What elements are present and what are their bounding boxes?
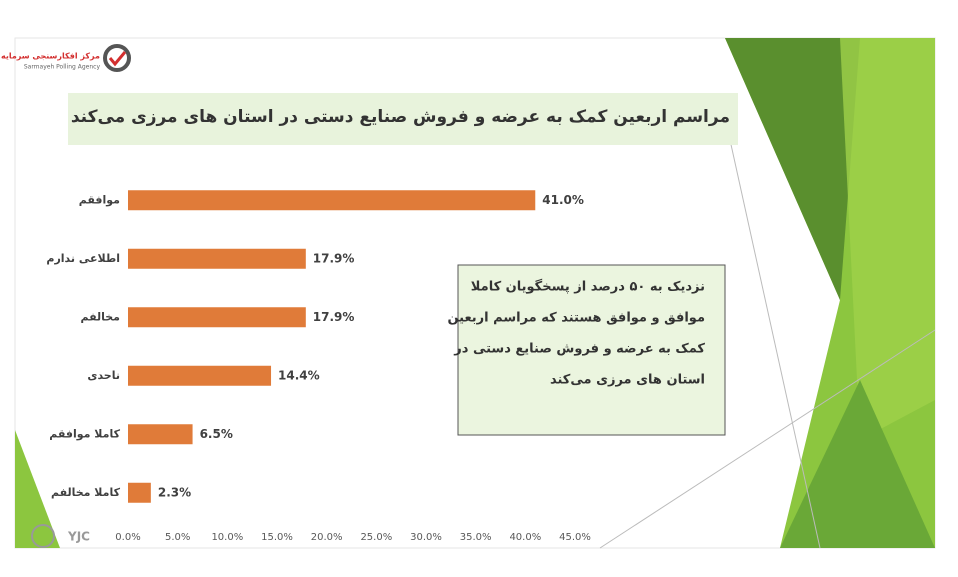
logo-icon bbox=[108, 51, 127, 67]
y-tick-label: مخالفم bbox=[80, 310, 120, 323]
annotation-text: نزدیک به ۵۰ درصد از پسخگویان کاملا bbox=[471, 279, 705, 295]
x-tick-label: 35.0% bbox=[460, 532, 492, 543]
value-label: 6.5% bbox=[200, 427, 233, 441]
x-tick-label: 30.0% bbox=[410, 532, 442, 543]
logo-name: مرکز افکارسنجی سرمایه bbox=[1, 52, 100, 61]
annotation-text: استان های مرزی می‌کند bbox=[550, 373, 705, 388]
value-label: 17.9% bbox=[313, 251, 355, 265]
value-label: 41.0% bbox=[542, 193, 584, 207]
annotation-box bbox=[457, 264, 726, 436]
x-tick-label: 5.0% bbox=[165, 532, 190, 543]
y-tick-label: موافقم bbox=[79, 193, 120, 206]
decoration bbox=[840, 38, 935, 440]
decoration bbox=[780, 380, 935, 548]
x-tick-label: 0.0% bbox=[115, 532, 140, 543]
watermark: YJC bbox=[67, 530, 90, 544]
value-label: 2.3% bbox=[158, 485, 191, 499]
watermark-icon bbox=[31, 524, 55, 548]
x-tick-label: 20.0% bbox=[311, 532, 343, 543]
decoration bbox=[15, 430, 60, 548]
value-label: 14.4% bbox=[278, 368, 320, 382]
decoration-line bbox=[729, 139, 821, 549]
y-tick-label: کاملا مخالفم bbox=[51, 486, 121, 499]
bar bbox=[128, 482, 151, 503]
y-tick-label: کاملا موافقم bbox=[49, 427, 120, 440]
bar bbox=[128, 248, 306, 269]
value-label: 17.9% bbox=[313, 310, 355, 324]
title-band bbox=[68, 93, 738, 145]
x-tick-label: 45.0% bbox=[559, 532, 591, 543]
annotation-text: کمک به عرضه و فروش صنایع دستی در bbox=[453, 342, 705, 357]
decoration bbox=[725, 38, 860, 300]
bar bbox=[128, 424, 193, 445]
x-tick-label: 15.0% bbox=[261, 532, 293, 543]
x-tick-label: 10.0% bbox=[211, 532, 243, 543]
chart-title: مراسم اربعین کمک به عرضه و فروش صنایع دس… bbox=[71, 107, 730, 127]
x-tick-label: 25.0% bbox=[360, 532, 392, 543]
bar bbox=[128, 365, 272, 386]
x-tick-label: 40.0% bbox=[509, 532, 541, 543]
logo-name-en: Sarmayeh Polling Agency bbox=[24, 64, 101, 71]
bar bbox=[128, 190, 536, 211]
annotation-text: موافق و موافق هستند که مراسم اربعین bbox=[447, 311, 705, 326]
y-tick-label: ناحدی bbox=[87, 369, 120, 382]
y-tick-label: اطلاعی ندارم bbox=[46, 252, 120, 265]
decoration-line bbox=[599, 329, 936, 549]
bar bbox=[128, 307, 306, 328]
logo-icon bbox=[103, 44, 131, 72]
